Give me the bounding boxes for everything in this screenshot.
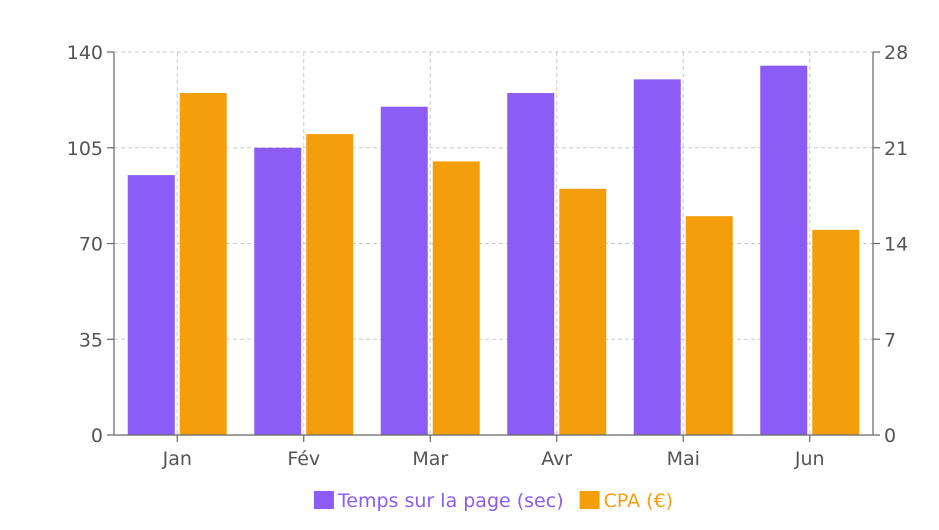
- legend-label: Temps sur la page (sec): [337, 490, 564, 512]
- bar-cpa-Mar[interactable]: [432, 161, 480, 435]
- grid: [114, 51, 873, 435]
- legend-swatch: [313, 491, 334, 509]
- bar-cpa-Fév[interactable]: [306, 134, 354, 436]
- bar-time-Mar[interactable]: [380, 106, 428, 435]
- bar-time-Jan[interactable]: [127, 175, 175, 435]
- legend-item-time[interactable]: Temps sur la page (sec): [313, 490, 564, 512]
- y-left-tick-label: 140: [67, 42, 103, 64]
- bar-cpa-Avr[interactable]: [559, 188, 607, 435]
- axes: [107, 51, 880, 442]
- y-right-tick-label: 0: [884, 425, 896, 447]
- y-right-tick-label: 28: [884, 42, 908, 64]
- legend-swatch: [579, 491, 600, 509]
- bar-cpa-Mai[interactable]: [685, 216, 733, 435]
- x-tick-label: Avr: [541, 448, 572, 470]
- tick-labels: 0 35 70 105 140 0 7 14 21 28 Jan Fév Mar Avr Mai Jun: [67, 42, 908, 470]
- bar-time-Fév[interactable]: [254, 147, 302, 435]
- bar-cpa-Jan[interactable]: [179, 93, 227, 436]
- y-right-tick-label: 7: [884, 329, 896, 351]
- bar-time-Mai[interactable]: [633, 79, 681, 435]
- bar-cpa-Jun[interactable]: [812, 229, 860, 435]
- legend[interactable]: Temps sur la page (sec) CPA (€): [313, 490, 673, 512]
- x-tick-label: Jan: [162, 448, 192, 470]
- y-right-tick-label: 14: [884, 234, 908, 256]
- bar-time-Jun[interactable]: [760, 65, 808, 435]
- bars: [127, 65, 860, 436]
- y-left-tick-label: 35: [79, 329, 103, 351]
- x-tick-label: Fév: [287, 448, 320, 470]
- y-left-tick-label: 70: [79, 234, 103, 256]
- legend-label: CPA (€): [604, 490, 673, 512]
- y-right-tick-label: 21: [884, 138, 908, 160]
- y-left-tick-label: 0: [91, 425, 103, 447]
- x-tick-label: Mai: [667, 448, 700, 470]
- x-tick-label: Mar: [412, 448, 448, 470]
- legend-item-cpa[interactable]: CPA (€): [579, 490, 673, 512]
- bar-time-Avr[interactable]: [507, 93, 555, 436]
- x-tick-label: Jun: [794, 448, 825, 470]
- y-left-tick-label: 105: [67, 138, 103, 160]
